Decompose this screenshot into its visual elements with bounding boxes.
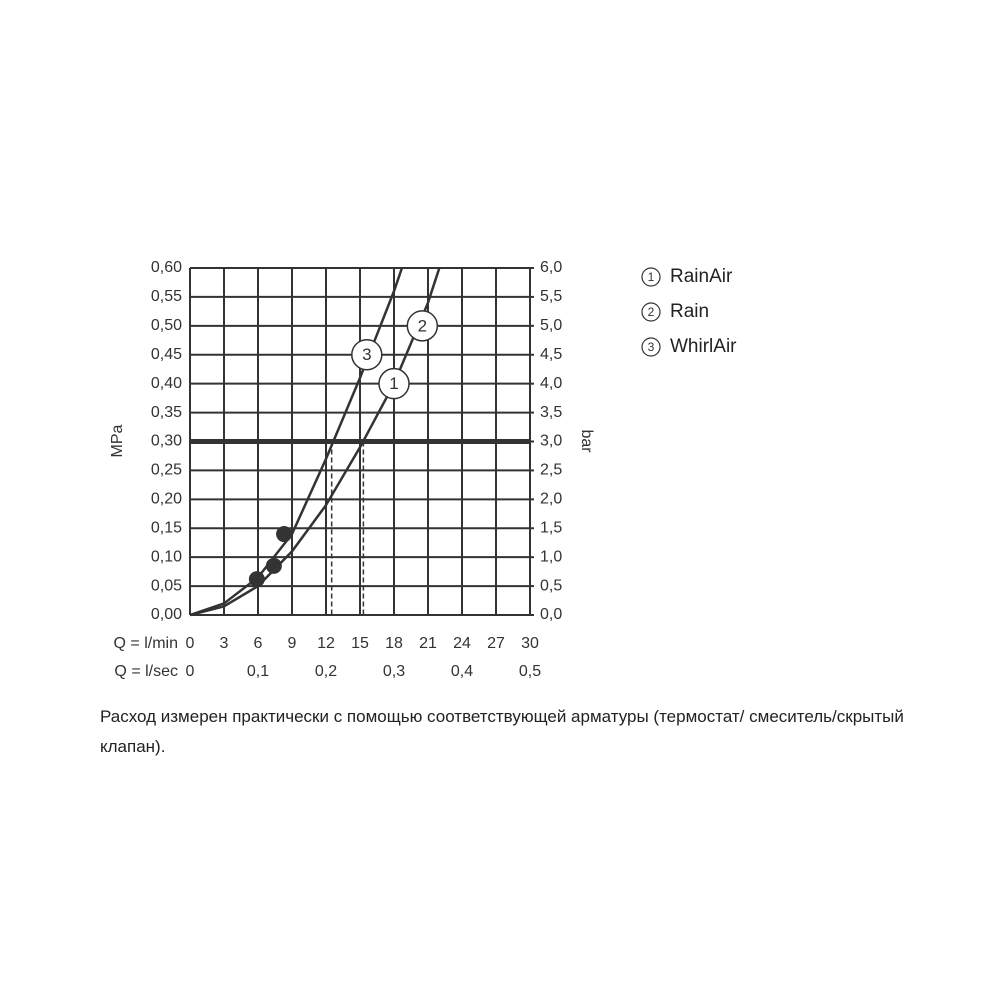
y2-tick-label: 3,5 <box>540 404 562 421</box>
x2-tick-label: 0,3 <box>383 663 405 680</box>
y2-tick-label: 2,0 <box>540 491 562 508</box>
curve <box>189 267 404 617</box>
y-tick-label: 0,20 <box>151 491 182 508</box>
y2-tick-label: 5,5 <box>540 288 562 305</box>
annotation-label: 1 <box>389 374 398 393</box>
legend-marker <box>641 267 661 287</box>
x2-tick-label: 0,2 <box>315 663 337 680</box>
legend-marker-label: 3 <box>648 340 655 354</box>
y2-tick-label: 1,5 <box>540 519 562 536</box>
point <box>265 557 282 574</box>
y-tick-label: 0,25 <box>151 462 182 479</box>
y-tick-label: 0,05 <box>151 577 182 594</box>
x-tick-label: 27 <box>487 635 505 652</box>
x-tick-label: 9 <box>288 635 297 652</box>
legend-label: RainAir <box>670 266 733 287</box>
y-tick-label: 0,55 <box>151 288 182 305</box>
x2-tick-label: 0,1 <box>247 663 269 680</box>
y-tick-label: 0,00 <box>151 606 182 623</box>
y-tick-label: 0,45 <box>151 346 182 363</box>
y2-tick-label: 3,0 <box>540 433 562 450</box>
y-tick-label: 0,40 <box>151 375 182 392</box>
y2-tick-label: 2,5 <box>540 462 562 479</box>
x-tick-label: 24 <box>453 635 471 652</box>
y2-tick-label: 4,5 <box>540 346 562 363</box>
point <box>276 526 293 543</box>
y2-tick-label: 0,0 <box>540 606 562 623</box>
x-tick-label: 6 <box>254 635 263 652</box>
point <box>248 571 265 588</box>
annotation-circle <box>378 367 410 400</box>
y-tick-label: 0,10 <box>151 548 182 565</box>
y2-axis-label: bar <box>578 429 595 453</box>
y2-tick-label: 4,0 <box>540 375 562 392</box>
y-tick-label: 0,50 <box>151 317 182 334</box>
annotation-circle <box>406 310 439 342</box>
footnote: Расход измерен практически с помощью соо… <box>100 707 904 756</box>
annotation-circle <box>351 339 383 371</box>
y-tick-label: 0,30 <box>151 433 182 450</box>
y2-tick-label: 5,0 <box>540 317 562 334</box>
x2-tick-label: 0,5 <box>519 663 541 680</box>
legend-label: Rain <box>670 301 709 322</box>
legend-marker <box>641 337 661 357</box>
legend-label: WhirlAir <box>670 336 737 357</box>
x-tick-label: 15 <box>351 635 369 652</box>
legend-marker-label: 2 <box>648 305 655 319</box>
x-tick-label: 30 <box>521 635 539 652</box>
x2-tick-label: 0 <box>186 663 195 680</box>
y-axis-label: MPa <box>109 424 126 457</box>
x-tick-label: 0 <box>186 635 195 652</box>
x-axis-label: Q = l/min <box>114 635 178 652</box>
annotation-label: 3 <box>362 345 371 364</box>
y2-tick-label: 1,0 <box>540 548 562 565</box>
x-tick-label: 12 <box>317 635 335 652</box>
x-tick-label: 3 <box>220 635 229 652</box>
x2-axis-label: Q = l/sec <box>114 663 178 680</box>
y-tick-label: 0,15 <box>151 519 182 536</box>
x-tick-label: 18 <box>385 635 403 652</box>
y2-tick-label: 0,5 <box>540 577 562 594</box>
x-tick-label: 21 <box>419 635 437 652</box>
legend-marker <box>641 302 661 322</box>
y-tick-label: 0,60 <box>151 259 182 276</box>
annotation-label: 2 <box>418 316 427 335</box>
legend-marker-label: 1 <box>648 270 655 284</box>
y-tick-label: 0,35 <box>151 404 182 421</box>
y2-tick-label: 6,0 <box>540 259 562 276</box>
x2-tick-label: 0,4 <box>451 663 473 680</box>
